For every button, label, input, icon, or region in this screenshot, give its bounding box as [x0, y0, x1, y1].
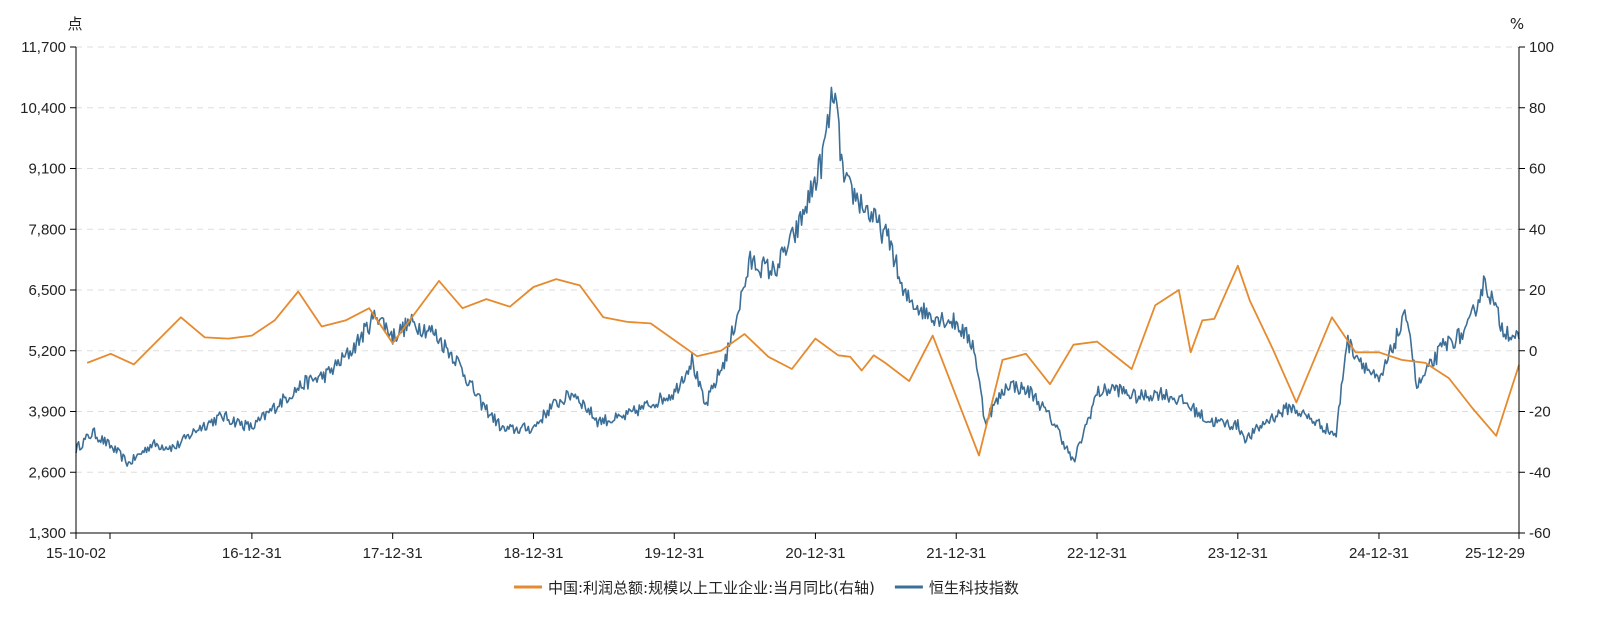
x-tick-label: 15-10-02 — [46, 545, 106, 562]
axes: 点 % — [67, 15, 1524, 534]
legend: 中国:利润总额:规模以上工业企业:当月同比(右轴) 恒生科技指数 — [514, 579, 1019, 597]
x-tick-label: 23-12-31 — [1208, 545, 1268, 562]
x-tick-label: 21-12-31 — [926, 545, 986, 562]
x-tick-label: 25-12-29 — [1465, 545, 1525, 562]
right-axis-unit: % — [1510, 15, 1524, 33]
left-tick-label: 10,400 — [20, 100, 66, 117]
x-tick-label: 22-12-31 — [1067, 545, 1127, 562]
x-tick-label: 24-12-31 — [1349, 545, 1409, 562]
right-tick-label: 40 — [1529, 221, 1546, 238]
x-tick-label: 20-12-31 — [785, 545, 845, 562]
left-tick-label: 11,700 — [21, 39, 66, 56]
series-line-profit — [86, 264, 1520, 457]
legend-label-profit: 中国:利润总额:规模以上工业企业:当月同比(右轴) — [548, 579, 875, 597]
right-tick-label: 0 — [1529, 343, 1537, 360]
right-tick-label: 60 — [1529, 161, 1546, 178]
left-tick-label: 2,600 — [28, 464, 66, 481]
ticks: 1,300 2,600 3,900 5,200 6,500 7,800 9,100 10,40… — [20, 39, 1554, 562]
x-tick-label: 19-12-31 — [644, 545, 704, 562]
left-tick-label: 5,200 — [28, 343, 66, 360]
left-tick-label: 3,900 — [28, 404, 66, 421]
left-tick-label: 1,300 — [28, 525, 66, 542]
series-line-index — [75, 86, 1520, 467]
right-tick-label: -60 — [1529, 525, 1551, 542]
left-axis-unit: 点 — [67, 15, 82, 33]
right-tick-label: -20 — [1529, 404, 1551, 421]
grid — [76, 46, 1519, 473]
left-tick-label: 7,800 — [28, 221, 66, 238]
right-tick-label: 80 — [1529, 100, 1546, 117]
x-tick-label: 18-12-31 — [503, 545, 563, 562]
right-tick-label: 100 — [1529, 39, 1554, 56]
left-tick-label: 9,100 — [28, 161, 66, 178]
left-tick-label: 6,500 — [28, 282, 66, 299]
legend-item-index[interactable]: 恒生科技指数 — [894, 579, 1019, 597]
right-tick-label: -40 — [1529, 464, 1551, 481]
series-layer — [75, 86, 1520, 467]
x-tick-label: 17-12-31 — [363, 545, 423, 562]
legend-label-index: 恒生科技指数 — [929, 579, 1019, 597]
x-tick-label: 16-12-31 — [222, 545, 282, 562]
legend-item-profit[interactable]: 中国:利润总额:规模以上工业企业:当月同比(右轴) — [514, 579, 875, 597]
right-tick-label: 20 — [1529, 282, 1546, 299]
